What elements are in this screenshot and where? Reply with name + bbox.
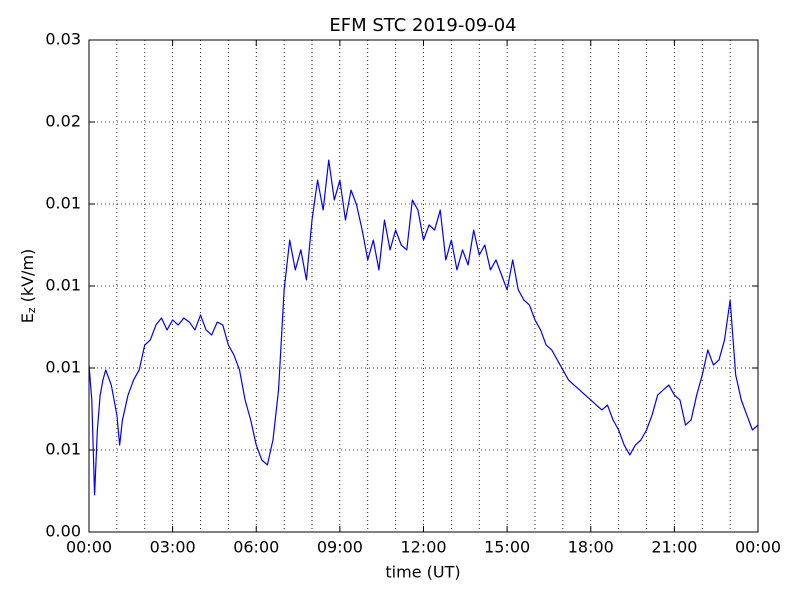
y-tick-label: 0.01: [45, 276, 81, 295]
x-tick-label: 18:00: [568, 538, 614, 557]
y-label-main: E: [18, 313, 37, 323]
chart-title: EFM STC 2019-09-04: [329, 15, 516, 36]
y-tick-label: 0.01: [45, 358, 81, 377]
data-line: [88, 159, 759, 496]
plot-frame: [88, 39, 759, 533]
x-tick-label: 09:00: [317, 538, 363, 557]
y-axis-label: Ez (kV/m): [18, 249, 39, 324]
x-tick-label: 06:00: [233, 538, 279, 557]
y-tick-label: 0.03: [45, 30, 81, 49]
y-tick-label: 0.01: [45, 194, 81, 213]
x-tick-label: 15:00: [484, 538, 530, 557]
x-tick-label: 00:00: [66, 538, 112, 557]
x-tick-label: 00:00: [735, 538, 781, 557]
y-label-unit: (kV/m): [18, 249, 37, 303]
x-tick-label: 03:00: [150, 538, 196, 557]
x-tick-label: 12:00: [400, 538, 446, 557]
x-axis-label: time (UT): [385, 563, 460, 582]
y-tick-label: 0.01: [45, 440, 81, 459]
x-tick-label: 21:00: [651, 538, 697, 557]
y-tick-label: 0.02: [45, 112, 81, 131]
y-label-sub: z: [25, 307, 38, 313]
y-tick-label: 0.00: [45, 522, 81, 541]
